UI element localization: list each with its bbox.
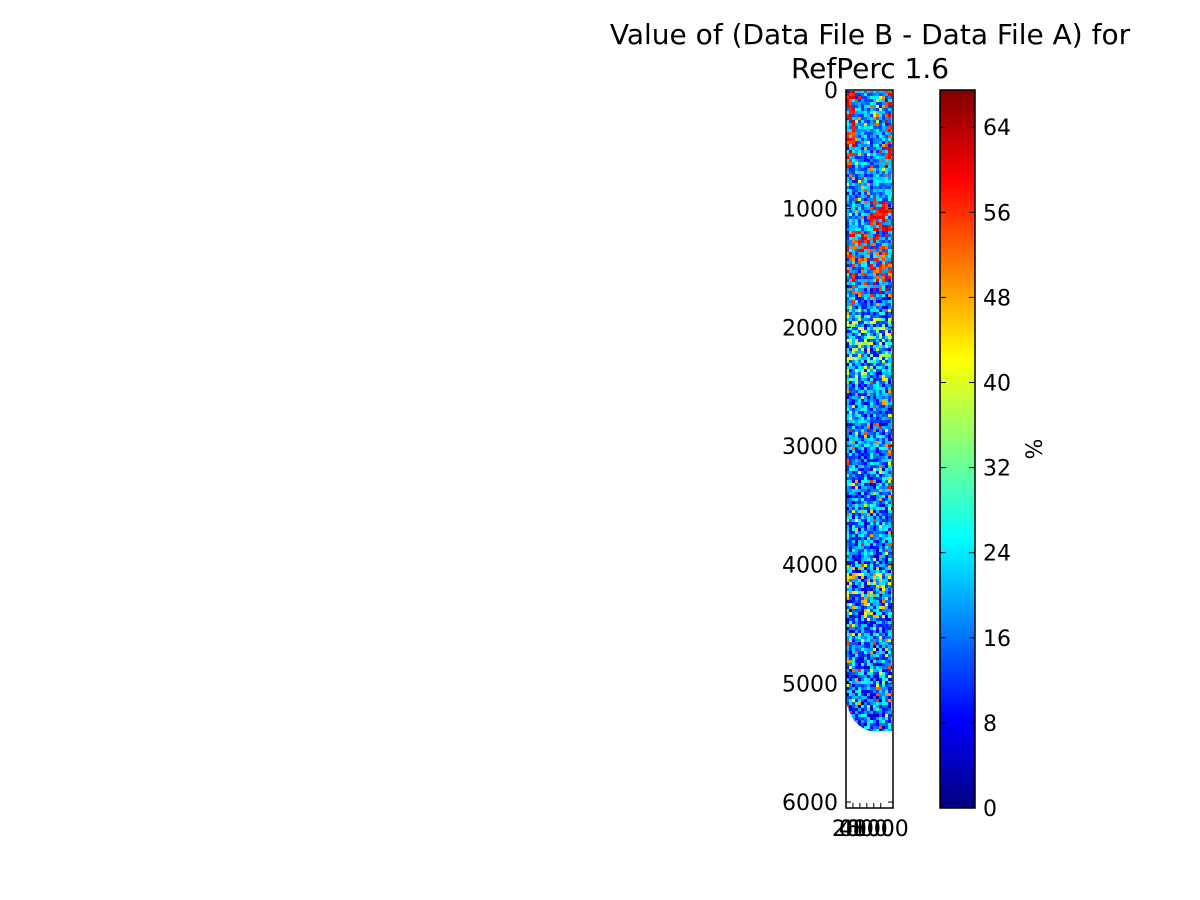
x-tick-label: 200: [832, 817, 874, 842]
colorbar-tick-label: 32: [983, 457, 1011, 482]
colorbar-tick-label: 48: [983, 286, 1011, 311]
chart-title-line-2: RefPerc 1.6: [790, 52, 950, 85]
y-tick-label: 3000: [782, 435, 838, 460]
colorbar: 0 8 16 24 32 40 48 56 64%: [939, 89, 1048, 822]
colorbar-tick-label: 24: [983, 542, 1011, 567]
colorbar-tick-label: 64: [983, 116, 1011, 141]
colorbar-tick-label: 8: [983, 712, 997, 737]
colorbar-tick-label: 16: [983, 627, 1011, 652]
y-tick-label: 4000: [782, 554, 838, 579]
y-tick-label: 2000: [782, 316, 838, 341]
colorbar-gradient: [939, 89, 976, 809]
y-tick-label: 6000: [782, 791, 838, 816]
x-tick-label: 0: [839, 817, 853, 842]
y-tick-label: 0: [824, 79, 838, 104]
x-tick-label: 800: [853, 817, 895, 842]
plot-area: 0100020003000400050006000020040060080010…: [782, 79, 909, 842]
x-tick-label: 400: [839, 817, 881, 842]
plot-frame: [845, 89, 894, 809]
chart-title-line-1: Value of (Data File B - Data File A) for: [609, 18, 1131, 51]
colorbar-tick-label: 56: [983, 201, 1011, 226]
x-tick-label: 1000: [853, 817, 909, 842]
heatmap-image: [846, 91, 892, 731]
y-tick-label: 5000: [782, 672, 838, 697]
colorbar-tick-label: 40: [983, 372, 1011, 397]
y-tick-label: 1000: [782, 198, 838, 223]
colorbar-label: %: [1023, 439, 1048, 460]
colorbar-tick-label: 0: [983, 797, 997, 822]
x-tick-label: 600: [846, 817, 888, 842]
